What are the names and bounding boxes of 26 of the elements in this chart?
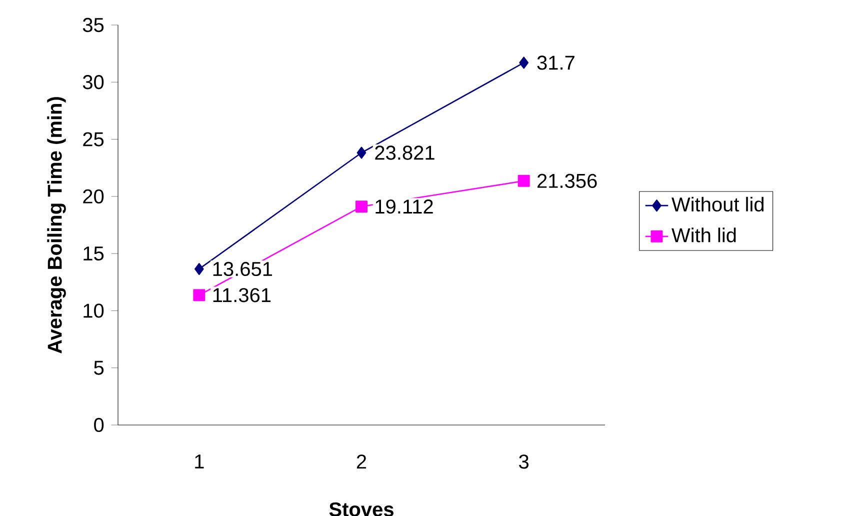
point <box>194 262 204 275</box>
x-tick-label: 2 <box>356 454 366 469</box>
point <box>356 200 368 213</box>
data-label: 21.356 <box>538 174 597 188</box>
y-tick-label: 5 <box>94 360 104 375</box>
data-label: 11.361 <box>213 288 271 302</box>
legend-label: Without lid <box>672 196 764 212</box>
legend-label: With lid <box>672 228 736 242</box>
data-label: 23.821 <box>375 146 434 160</box>
data-label: 13.651 <box>213 262 272 276</box>
y-tick-label: 10 <box>84 304 104 318</box>
y-tick-label: 30 <box>82 75 104 90</box>
point <box>519 56 529 69</box>
y-tick-label: 15 <box>84 246 104 261</box>
data-label: 31.7 <box>537 56 574 70</box>
point <box>356 146 366 159</box>
y-tick-label: 0 <box>94 418 104 432</box>
y-tick-label: 35 <box>82 18 104 32</box>
data-label: 19.112 <box>376 199 433 214</box>
y-axis-title: Average Boiling Time (min) <box>47 97 66 354</box>
point <box>518 174 530 187</box>
x-tick-label: 1 <box>195 454 204 468</box>
y-tick-label: 25 <box>83 132 104 146</box>
x-tick-label: 3 <box>519 454 529 469</box>
y-tick-label: 20 <box>83 189 104 204</box>
point <box>193 289 206 302</box>
